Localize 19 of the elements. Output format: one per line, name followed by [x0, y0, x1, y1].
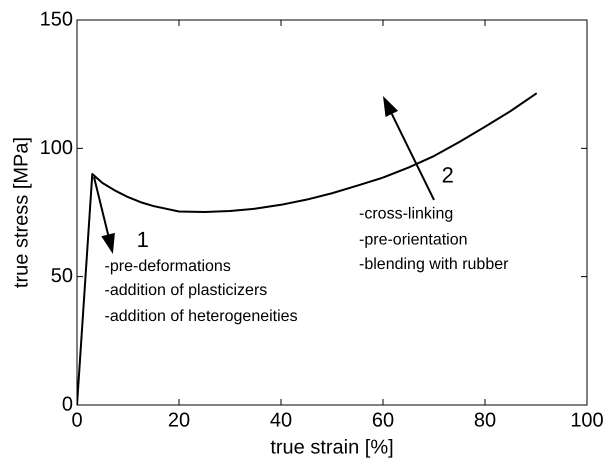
y-tick-label: 100: [40, 136, 73, 159]
y-tick-label: 0: [62, 394, 73, 416]
x-tick-label: 40: [270, 410, 292, 432]
annotation: -pre-orientation: [359, 231, 468, 248]
x-tick-label: 100: [570, 410, 604, 432]
x-tick-label: 60: [372, 410, 394, 432]
y-tick-label: 50: [50, 265, 73, 288]
x-tick-label: 20: [168, 410, 190, 432]
annotation: -pre-deformations: [104, 258, 231, 275]
y-axis-title: true stress [MPa]: [10, 136, 33, 288]
x-tick-label: 80: [474, 410, 496, 432]
y-tick-label: 150: [40, 8, 73, 31]
x-axis-title: true strain [%]: [270, 436, 394, 459]
annotation: -cross-linking: [359, 205, 454, 222]
annotation: -addition of heterogeneities: [104, 308, 298, 325]
annotation: -blending with rubber: [359, 256, 510, 274]
annotation: 1: [136, 226, 149, 252]
annotation: -addition of plasticizers: [104, 282, 268, 299]
annotation: 2: [442, 162, 454, 188]
